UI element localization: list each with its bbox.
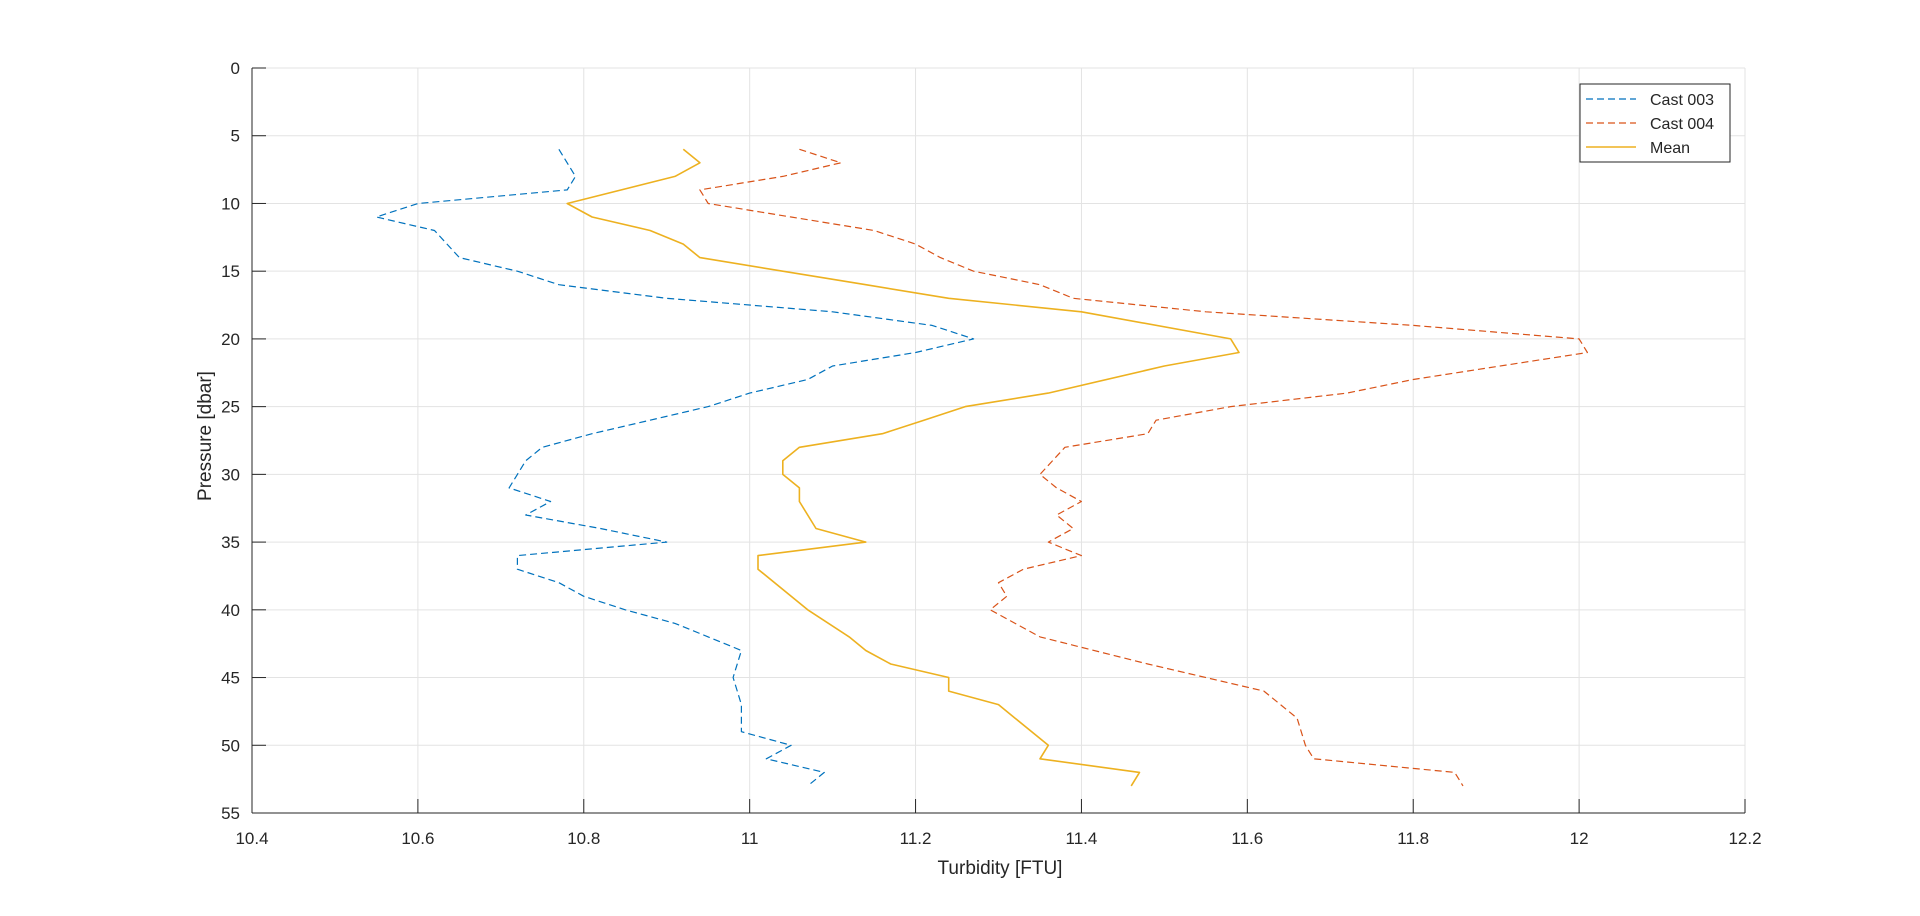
- x-axis-label: Turbidity [FTU]: [938, 858, 1063, 879]
- x-tick-label: 11.8: [1397, 829, 1429, 848]
- y-tick-label: 50: [221, 736, 240, 755]
- x-tick-label: 10.6: [401, 829, 434, 848]
- axes: [251, 67, 1746, 814]
- y-tick-label: 10: [221, 194, 240, 213]
- y-tick-label: 0: [231, 59, 240, 78]
- tick-labels: 10.4 10.6 10.8 11 11.2 11.4 11.6 11.8 12 12.2 0 5 10…: [221, 59, 1761, 848]
- y-tick-label: 45: [221, 669, 240, 688]
- y-axis-label: Pressure [dbar]: [195, 371, 216, 501]
- x-tick-label: 10.8: [567, 829, 600, 848]
- x-tick-label: 11.6: [1231, 829, 1263, 848]
- legend-label-1: Cast 003: [1650, 92, 1714, 109]
- y-tick-label: 15: [221, 262, 240, 281]
- series-line-1: [375, 148, 975, 787]
- series-lines: [375, 148, 1589, 787]
- y-tick-label: 40: [221, 601, 240, 620]
- x-tick-label: 11.2: [900, 829, 932, 848]
- x-tick-label: 12: [1570, 829, 1589, 848]
- x-tick-label: 11: [741, 829, 759, 848]
- y-tick-label: 20: [221, 330, 240, 349]
- legend-box: [1579, 83, 1731, 163]
- legend-label-3: Mean: [1650, 140, 1690, 157]
- y-tick-label: 5: [231, 127, 240, 146]
- x-tick-label: 11.4: [1066, 829, 1098, 848]
- series-line-3: [566, 148, 1240, 787]
- y-tick-label: 25: [221, 398, 240, 417]
- legend-label-2: Cast 004: [1650, 116, 1714, 133]
- y-tick-label: 55: [221, 804, 240, 823]
- x-tick-label: 12.2: [1728, 829, 1761, 848]
- legend: Cast 003 Cast 004 Mean: [1579, 83, 1731, 163]
- series-line-2: [699, 148, 1589, 787]
- y-tick-label: 35: [221, 533, 240, 552]
- y-tick-label: 30: [221, 465, 240, 484]
- x-tick-label: 10.4: [235, 829, 268, 848]
